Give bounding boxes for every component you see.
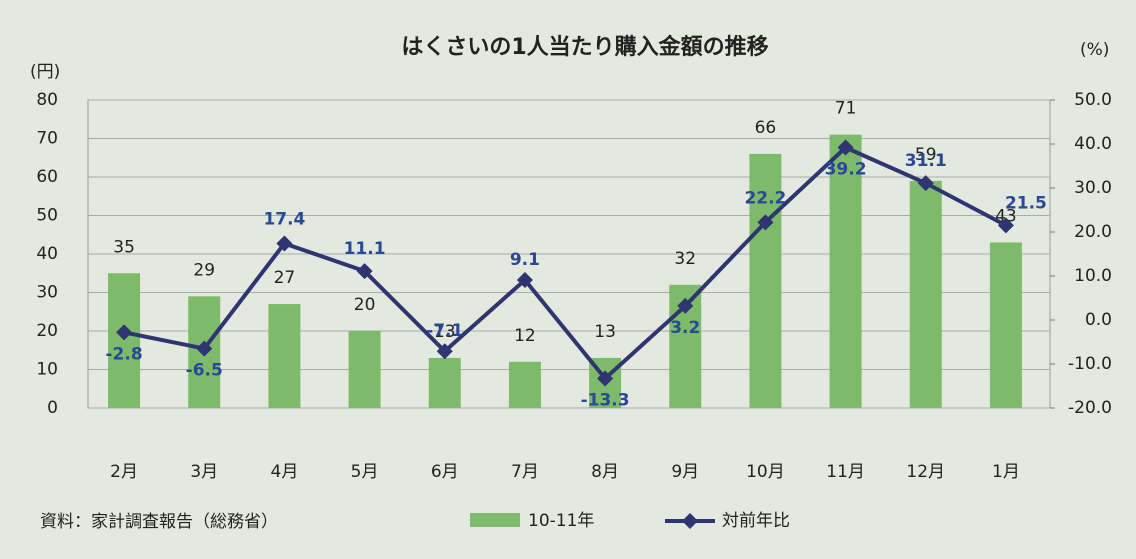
x-tick-label: 9月 — [671, 462, 699, 482]
line-value-label: -2.8 — [105, 344, 142, 364]
line-marker — [677, 297, 694, 314]
line-value-label: -13.3 — [581, 391, 630, 411]
y-tick-label: 40 — [36, 244, 58, 264]
y-tick-label: 60 — [36, 167, 58, 187]
line-marker — [356, 263, 373, 280]
line-value-label: 11.1 — [344, 239, 386, 259]
x-tick-label: 11月 — [826, 462, 865, 482]
y2-tick-label: 30.0 — [1074, 178, 1112, 198]
source: 資料：家計調査報告（総務省） — [40, 512, 278, 532]
bar — [989, 242, 1022, 408]
y2-tick-label: 10.0 — [1074, 266, 1112, 286]
x-tick-label: 2月 — [110, 462, 138, 482]
bar — [829, 134, 862, 408]
line-marker — [917, 175, 934, 192]
line-marker — [196, 340, 213, 357]
y2-axis-label: (%) — [1080, 40, 1109, 60]
x-tick-label: 8月 — [591, 462, 619, 482]
y2-tick-label: 50.0 — [1074, 90, 1112, 110]
bar-value-label: 27 — [274, 268, 296, 288]
bar-value-label: 13 — [434, 322, 456, 342]
bar — [108, 273, 141, 408]
x-tick-label: 1月 — [992, 462, 1020, 482]
line-value-label: 9.1 — [510, 250, 540, 270]
line-value-label: 21.5 — [1005, 193, 1047, 213]
bar-value-label: 59 — [915, 145, 937, 165]
line — [123, 145, 1007, 382]
y2-tick-label: 40.0 — [1074, 134, 1112, 154]
y-axis-label: (円) — [30, 62, 60, 82]
y2-tick-label: 20.0 — [1074, 222, 1112, 242]
bar — [428, 357, 461, 408]
legend-marker — [682, 513, 698, 529]
y-tick-label: 80 — [36, 90, 58, 110]
bar-value-label: 35 — [113, 237, 135, 257]
y-tick-label: 30 — [36, 283, 58, 303]
bar-value-label: 71 — [835, 99, 857, 119]
y2-tick-label: -10.0 — [1068, 354, 1112, 374]
y2-tick-label: 0.0 — [1085, 310, 1112, 330]
x-tick-label: 12月 — [906, 462, 945, 482]
x-tick-label: 6月 — [431, 462, 459, 482]
line-value-label: 31.1 — [905, 151, 947, 171]
line-marker — [837, 139, 854, 156]
y-tick-label: 10 — [36, 360, 58, 380]
line-value-label: 3.2 — [670, 318, 700, 338]
bar-value-label: 29 — [193, 260, 215, 280]
line-marker — [436, 343, 453, 360]
line-value-label: -7.1 — [426, 321, 463, 341]
bar — [508, 361, 541, 408]
y2-tick-label: -20.0 — [1068, 398, 1112, 418]
legend-swatch — [470, 513, 520, 527]
x-tick-label: 4月 — [271, 462, 299, 482]
line-marker — [516, 271, 533, 288]
bar — [268, 304, 301, 408]
bar-value-label: 13 — [594, 322, 616, 342]
bar — [909, 180, 942, 408]
chart-title: はくさいの1人当たり購入金額の推移 — [401, 34, 768, 60]
x-tick-label: 10月 — [746, 462, 785, 482]
bar — [749, 153, 782, 408]
legend-label: 10-11年 — [528, 511, 594, 531]
line-value-label: -6.5 — [186, 361, 223, 381]
line-marker — [997, 217, 1014, 234]
bar-value-label: 32 — [674, 249, 696, 269]
line-marker — [116, 324, 133, 341]
line-marker — [276, 235, 293, 252]
x-tick-label: 7月 — [511, 462, 539, 482]
line-marker — [597, 370, 614, 387]
line-marker — [757, 214, 774, 231]
line-value-label: 17.4 — [263, 209, 305, 229]
bar-value-label: 12 — [514, 326, 536, 346]
line-value-label: 39.2 — [825, 160, 867, 180]
bar-value-label: 20 — [354, 295, 376, 315]
line-value-label: 22.2 — [744, 188, 786, 208]
bar-value-label: 66 — [755, 118, 777, 138]
x-tick-label: 3月 — [190, 462, 218, 482]
bar — [348, 331, 381, 408]
legend-label: 対前年比 — [722, 511, 790, 531]
y-tick-label: 0 — [47, 398, 58, 418]
y-tick-label: 50 — [36, 206, 58, 226]
y-tick-label: 20 — [36, 321, 58, 341]
x-tick-label: 5月 — [351, 462, 379, 482]
y-tick-label: 70 — [36, 129, 58, 149]
